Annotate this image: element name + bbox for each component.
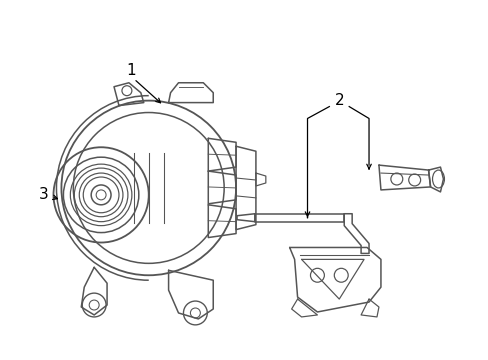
Text: 2: 2 <box>334 93 344 108</box>
Text: 3: 3 <box>39 188 48 202</box>
Text: 1: 1 <box>126 63 135 78</box>
